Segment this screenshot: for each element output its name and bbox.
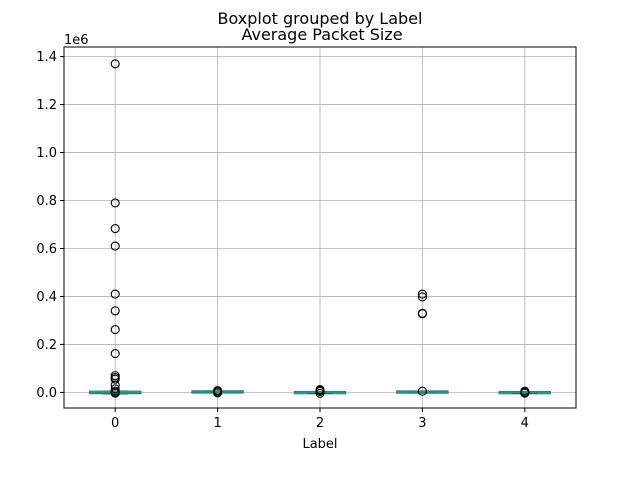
box-group-4 bbox=[498, 386, 552, 398]
x-tick-label: 3 bbox=[418, 416, 426, 431]
outlier-point bbox=[417, 289, 427, 299]
box-group-0 bbox=[88, 59, 142, 398]
outlier-point bbox=[110, 306, 120, 316]
y-offset-label: 1e6 bbox=[64, 33, 89, 48]
x-tick-label: 1 bbox=[213, 416, 221, 431]
y-tick-label: 1.4 bbox=[36, 50, 57, 65]
y-tick-label: 0.6 bbox=[36, 242, 57, 257]
y-tick-label: 0.8 bbox=[36, 194, 57, 209]
outlier-point bbox=[110, 224, 120, 234]
boxes-layer bbox=[88, 59, 552, 398]
outlier-point bbox=[315, 388, 325, 398]
outlier-point bbox=[417, 292, 427, 302]
box-group-2 bbox=[293, 384, 347, 398]
x-tick-label: 0 bbox=[111, 416, 119, 431]
y-tick-label: 0.2 bbox=[36, 338, 57, 353]
axes-layer: 0.0 0.2 0.4 0.6 0.8 1.0 1.2 1.4 0 1 2 3 4 bbox=[36, 46, 577, 431]
chart-title: Average Packet Size bbox=[241, 25, 402, 44]
outlier-point bbox=[417, 386, 427, 396]
outlier-point bbox=[520, 388, 530, 398]
outlier-point bbox=[110, 289, 120, 299]
outlier-point bbox=[110, 384, 120, 394]
outlier-point bbox=[213, 388, 223, 398]
box-group-3 bbox=[396, 289, 449, 396]
outlier-point bbox=[110, 241, 120, 251]
y-tick-label: 0.4 bbox=[36, 290, 57, 305]
outlier-point bbox=[417, 309, 427, 319]
x-axis-label: Label bbox=[302, 437, 337, 452]
chart-suptitle: Boxplot grouped by Label bbox=[218, 9, 423, 28]
outlier-point bbox=[110, 388, 120, 398]
y-tick-label: 1.0 bbox=[36, 146, 57, 161]
outlier-point bbox=[110, 349, 120, 359]
x-tick-label: 4 bbox=[521, 416, 529, 431]
y-tick-label: 0.0 bbox=[36, 386, 57, 401]
x-tick-label: 2 bbox=[316, 416, 324, 431]
y-tick-label: 1.2 bbox=[36, 98, 57, 113]
outlier-point bbox=[110, 59, 120, 69]
outlier-point bbox=[110, 325, 120, 335]
box-group-1 bbox=[191, 385, 244, 398]
outlier-point bbox=[110, 374, 120, 384]
outlier-point bbox=[110, 198, 120, 208]
